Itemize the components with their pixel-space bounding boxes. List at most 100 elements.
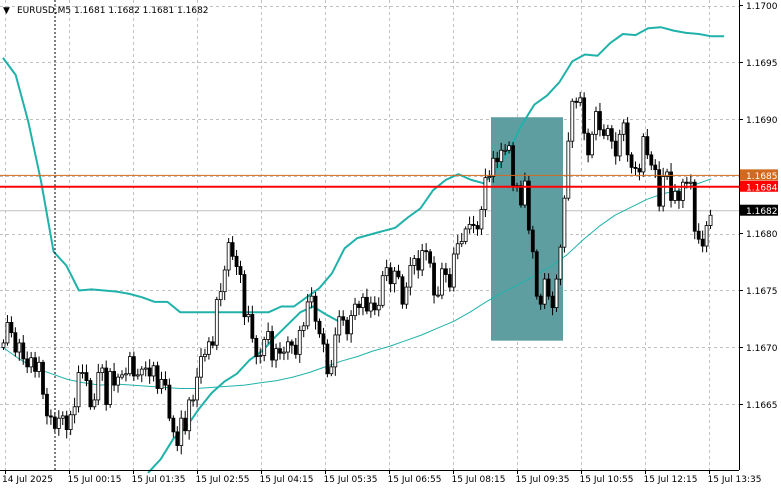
- candle-body: [238, 266, 243, 275]
- level-price-label: 1.1685: [746, 172, 778, 182]
- candle-body: [147, 367, 152, 377]
- resistance-price-label: 1.1684: [746, 183, 778, 193]
- candle-body: [617, 133, 622, 157]
- candle-body: [467, 223, 472, 230]
- candle-body: [317, 320, 322, 335]
- candle-body: [293, 344, 298, 355]
- candle-body: [135, 374, 140, 377]
- candle-body: [258, 355, 263, 358]
- chart-menu-arrow-icon[interactable]: ▼: [3, 6, 10, 16]
- candle-body: [100, 367, 105, 373]
- candle-body: [629, 154, 634, 168]
- candle-body: [523, 180, 527, 206]
- candle-body: [503, 149, 508, 152]
- candle-body: [333, 334, 338, 368]
- x-tick-label: 15 Jul 04:15: [260, 475, 314, 485]
- candle-body: [388, 267, 393, 285]
- candle-body: [120, 374, 124, 378]
- candle-body: [625, 122, 630, 156]
- candle-body: [562, 197, 567, 248]
- candle-body: [139, 368, 144, 376]
- candle-body: [159, 379, 164, 389]
- candle-body: [297, 329, 302, 355]
- candle-body: [25, 358, 30, 368]
- candle-body: [242, 274, 247, 318]
- candle-body: [92, 399, 97, 408]
- candle-body: [226, 242, 231, 271]
- time-axis: 14 Jul 2025 15 Jul 00:15 15 Jul 01:35 15 Ju…: [2, 470, 761, 485]
- candle-body: [428, 251, 433, 264]
- candle-body: [179, 417, 184, 446]
- candle-body: [124, 373, 128, 376]
- candle-body: [357, 303, 361, 308]
- candle-body: [443, 268, 448, 275]
- candle-body: [475, 225, 480, 230]
- candle-body: [649, 154, 654, 166]
- candle-body: [52, 416, 57, 429]
- candle-body: [519, 185, 523, 206]
- candle-body: [598, 111, 602, 131]
- x-tick-label: 15 Jul 13:35: [708, 475, 762, 485]
- candle-body: [187, 399, 192, 432]
- moving-average-line: [2, 178, 712, 389]
- candle-body: [368, 302, 373, 312]
- candle-body: [558, 246, 563, 280]
- candle-body: [633, 166, 638, 169]
- candle-body: [534, 251, 539, 297]
- candle-body: [33, 357, 37, 372]
- candle-body: [364, 296, 369, 312]
- candle-body: [602, 129, 606, 136]
- candle-body: [653, 164, 658, 171]
- candle-body: [289, 341, 294, 346]
- candle-body: [337, 316, 342, 336]
- candle-body: [526, 180, 531, 231]
- x-tick-label: 15 Jul 12:15: [644, 475, 698, 485]
- candle-body: [483, 177, 488, 210]
- candle-body: [432, 262, 436, 296]
- candle-body: [471, 223, 476, 226]
- candle-body: [645, 136, 650, 156]
- candle-body: [570, 100, 575, 142]
- candle-body: [440, 268, 444, 296]
- candle-body: [309, 295, 314, 303]
- candle-body: [1, 342, 6, 348]
- candle-body: [9, 322, 14, 334]
- candle-body: [246, 314, 251, 318]
- candle-body: [41, 361, 45, 395]
- x-tick-label: 15 Jul 10:55: [580, 475, 634, 485]
- candle-body: [542, 278, 547, 305]
- chart-title: EURUSD,M5 1.1681 1.1682 1.1681 1.1682: [17, 6, 209, 16]
- candle-body: [183, 417, 188, 432]
- horizontal-levels[interactable]: [0, 174, 739, 188]
- candle-body: [305, 301, 310, 327]
- candle-body: [574, 100, 579, 103]
- candle-body: [88, 380, 93, 408]
- candle-body: [677, 190, 681, 201]
- candle-body: [29, 357, 34, 368]
- candle-body: [361, 296, 365, 308]
- candle-body: [64, 415, 69, 430]
- candle-body: [491, 157, 496, 177]
- x-tick-label: 15 Jul 09:35: [516, 475, 570, 485]
- candle-body: [345, 319, 350, 335]
- candle-body: [704, 225, 709, 247]
- candle-body: [285, 341, 290, 353]
- candle-body: [96, 372, 101, 401]
- candle-body: [586, 132, 590, 156]
- axis-frame: [0, 0, 740, 471]
- candle-body: [321, 333, 326, 345]
- candle-body: [349, 315, 354, 335]
- candle-body: [313, 295, 318, 322]
- candle-body: [163, 379, 168, 386]
- candle-body: [112, 371, 116, 386]
- candle-body: [45, 393, 49, 417]
- candle-body: [266, 331, 271, 340]
- candle-body: [487, 176, 492, 179]
- candle-body: [372, 302, 377, 311]
- candle-body: [673, 190, 677, 201]
- candle-body: [408, 265, 413, 288]
- y-tick-label: 1.1665: [746, 401, 778, 411]
